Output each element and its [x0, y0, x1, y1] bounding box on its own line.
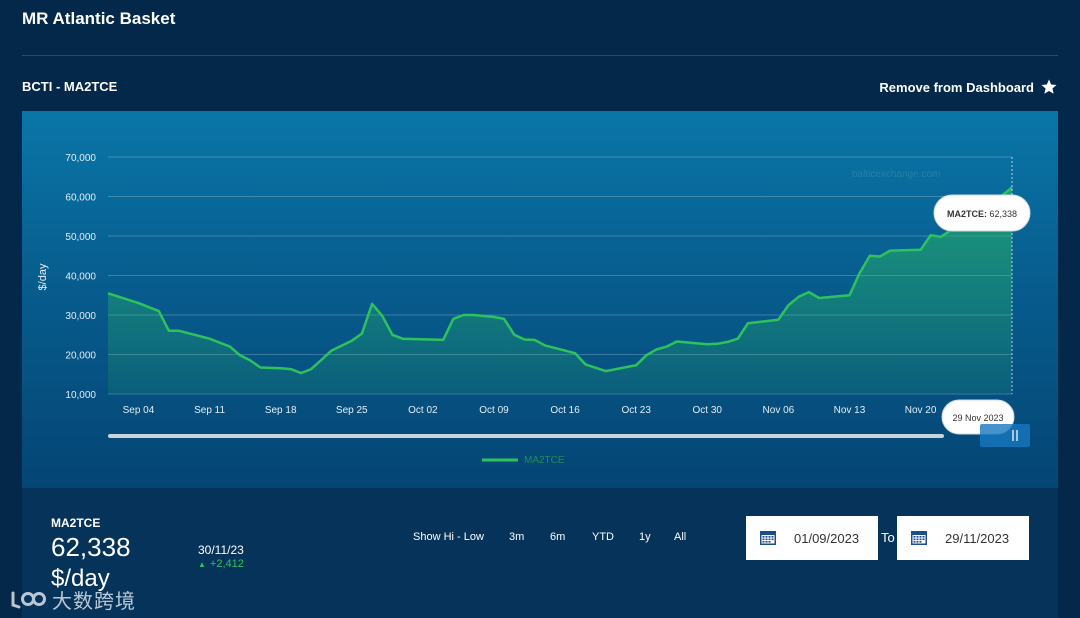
chart-panel: 10,000 20,000 30,000 40,000 50,000 60,000 70,0…: [22, 111, 1058, 488]
watermark: 大数跨境: [10, 585, 136, 614]
legend-label: MA2TCE: [524, 455, 565, 466]
x-tick-label: Sep 04: [123, 405, 155, 416]
y-tick-label: 60,000: [65, 193, 96, 204]
x-tick-label: Oct 02: [408, 405, 438, 416]
change-text: +2,412: [209, 558, 244, 570]
y-tick-label: 40,000: [65, 272, 96, 283]
divider: [22, 55, 1058, 56]
x-tick-label: Sep 18: [265, 405, 297, 416]
navigator-handle: [980, 424, 1030, 447]
date-tooltip-text: 29 Nov 2023: [952, 413, 1003, 423]
section-title: BCTI - MA2TCE: [22, 79, 118, 94]
range-all-button[interactable]: All: [674, 531, 687, 543]
calendar-icon: [911, 531, 927, 545]
x-tick-label: Oct 30: [693, 405, 723, 416]
x-tick-label: Oct 09: [479, 405, 509, 416]
range-ytd-button[interactable]: YTD: [592, 531, 614, 543]
last-date: 30/11/23: [198, 543, 244, 557]
y-axis-label: $/day: [37, 263, 49, 290]
series-area: [108, 187, 1012, 394]
to-label: To: [881, 530, 895, 545]
remove-label: Remove from Dashboard: [879, 79, 1034, 95]
to-date-field[interactable]: 29/11/2023: [897, 516, 1029, 560]
info-panel: MA2TCE 62,338 $/day 30/11/23 ▲ +2,412 Sho…: [22, 488, 1058, 618]
latest-value: 62,338: [51, 532, 131, 562]
calendar-icon: [760, 531, 776, 545]
show-hi-low-button[interactable]: Show Hi - Low: [413, 531, 484, 543]
x-tick-label: Oct 16: [550, 405, 580, 416]
watermark-text: 大数跨境: [52, 591, 136, 613]
value-unit: $/day: [51, 565, 110, 592]
x-tick-label: Sep 11: [194, 405, 225, 416]
from-date-field[interactable]: 01/09/2023: [746, 516, 878, 560]
y-tick-label: 50,000: [65, 232, 96, 243]
up-arrow-icon: ▲: [198, 560, 206, 569]
x-tick-label: Sep 25: [336, 405, 368, 416]
source-watermark: balticexchange.com: [852, 169, 940, 180]
x-tick-label: Oct 23: [621, 405, 651, 416]
range-6m-button[interactable]: 6m: [550, 531, 566, 543]
series-line: [107, 186, 1013, 375]
remove-from-dashboard-button[interactable]: Remove from Dashboard: [879, 78, 1058, 96]
y-tick-label: 10,000: [65, 390, 96, 401]
from-date-value: 01/09/2023: [794, 530, 860, 546]
page-title: MR Atlantic Basket: [22, 9, 176, 28]
x-tick-label: Nov 20: [905, 405, 937, 416]
y-tick-label: 70,000: [65, 153, 96, 164]
to-date-value: 29/11/2023: [945, 530, 1010, 546]
series-name: MA2TCE: [51, 516, 101, 530]
chart: 10,000 20,000 30,000 40,000 50,000 60,000 70,0…: [37, 153, 1031, 466]
x-tick-label: Nov 13: [834, 405, 866, 416]
watermark-logo-icon: [11, 591, 46, 608]
tooltip-box: [933, 194, 1031, 232]
change-value: ▲ +2,412: [198, 558, 244, 570]
y-tick-label: 20,000: [65, 351, 96, 362]
x-tick-label: Nov 06: [763, 405, 795, 416]
star-icon: [1041, 79, 1057, 94]
range-1y-button[interactable]: 1y: [639, 531, 651, 543]
navigator-track: [108, 434, 944, 438]
range-3m-button[interactable]: 3m: [509, 531, 525, 543]
tooltip-text: MA2TCE: 62,338: [947, 209, 1017, 219]
y-tick-label: 30,000: [65, 311, 96, 322]
